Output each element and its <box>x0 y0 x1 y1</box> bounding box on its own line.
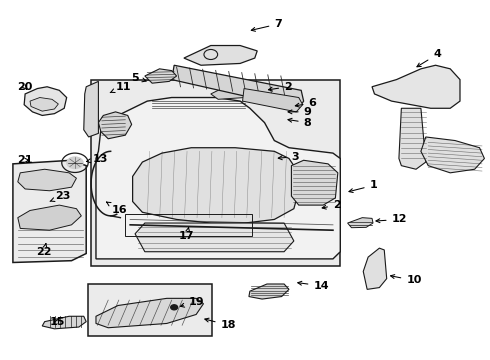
Text: 5: 5 <box>132 73 146 83</box>
Polygon shape <box>372 65 460 108</box>
Text: 3: 3 <box>278 152 299 162</box>
Text: 13: 13 <box>87 154 108 164</box>
Polygon shape <box>421 137 485 173</box>
Text: 10: 10 <box>391 275 421 285</box>
Polygon shape <box>96 298 203 328</box>
Polygon shape <box>399 108 426 169</box>
Polygon shape <box>84 81 98 137</box>
Polygon shape <box>184 45 257 65</box>
Polygon shape <box>211 87 250 99</box>
Polygon shape <box>24 87 67 116</box>
Polygon shape <box>42 316 86 329</box>
Text: 2: 2 <box>322 200 341 210</box>
Text: 7: 7 <box>251 19 282 31</box>
Bar <box>91 80 340 266</box>
Polygon shape <box>363 248 387 289</box>
Text: 12: 12 <box>376 215 407 224</box>
Polygon shape <box>249 284 289 299</box>
Text: 8: 8 <box>288 118 311 128</box>
Polygon shape <box>18 205 81 230</box>
Polygon shape <box>30 98 58 111</box>
Text: 1: 1 <box>349 180 377 193</box>
Polygon shape <box>135 223 294 252</box>
Text: 14: 14 <box>298 281 329 291</box>
Polygon shape <box>98 112 132 139</box>
Polygon shape <box>18 169 76 191</box>
Text: 19: 19 <box>180 297 204 307</box>
Text: 23: 23 <box>50 191 71 202</box>
Text: 21: 21 <box>17 155 32 165</box>
Text: 11: 11 <box>110 82 131 93</box>
Text: 9: 9 <box>288 107 312 117</box>
Polygon shape <box>13 160 86 262</box>
Text: 15: 15 <box>49 317 65 327</box>
Text: 6: 6 <box>295 98 317 108</box>
Circle shape <box>66 156 84 169</box>
Polygon shape <box>347 218 373 228</box>
Polygon shape <box>133 148 299 223</box>
Text: 16: 16 <box>107 202 128 216</box>
Text: 4: 4 <box>417 49 441 67</box>
Text: 17: 17 <box>179 228 195 240</box>
Polygon shape <box>96 98 340 259</box>
Polygon shape <box>172 65 304 108</box>
Bar <box>125 214 252 235</box>
Polygon shape <box>145 69 176 83</box>
Text: 22: 22 <box>36 244 52 257</box>
Circle shape <box>171 305 177 310</box>
Bar <box>88 284 212 336</box>
Text: 20: 20 <box>17 82 32 92</box>
Polygon shape <box>243 89 303 112</box>
Text: 18: 18 <box>205 318 236 330</box>
Text: 2: 2 <box>269 82 292 92</box>
Polygon shape <box>292 160 338 205</box>
